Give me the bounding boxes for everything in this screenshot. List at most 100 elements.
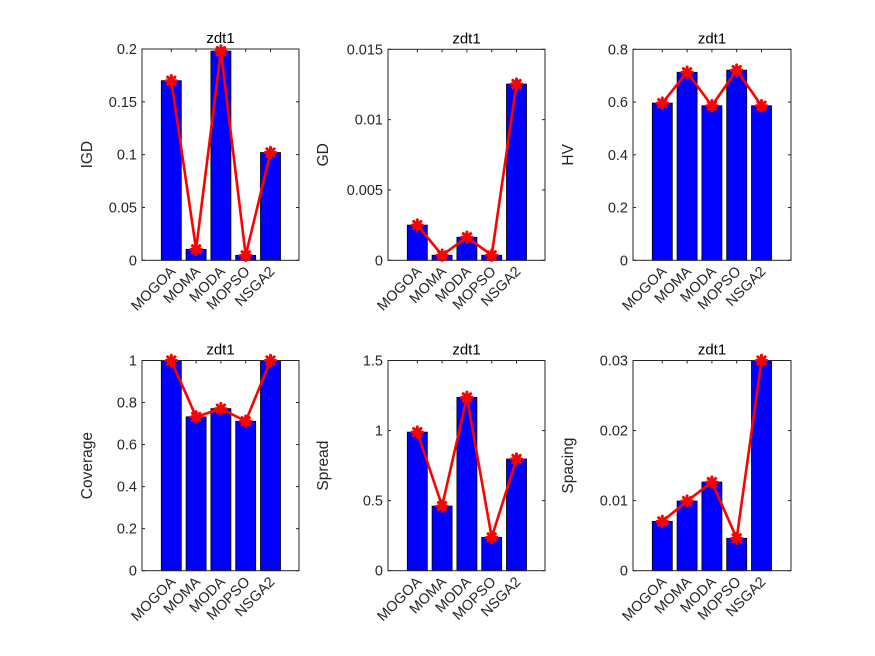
bar [651,102,673,261]
bar [651,520,673,572]
marker-stroke [706,100,718,111]
marker-stroke [657,516,668,527]
data-marker [460,390,474,405]
marker-stroke [265,147,276,158]
marker-stroke [657,97,668,109]
marker-stroke [511,78,522,90]
y-tick-label: 0.6 [117,438,137,454]
data-marker [509,452,524,466]
bar [235,420,257,572]
data-marker [655,96,669,110]
bar [210,408,232,572]
marker-stroke [511,453,522,465]
subplot-title: zdt1 [452,30,480,47]
y-tick-label: 0.2 [117,42,137,58]
y-tick-label: 0.02 [600,424,628,440]
marker-stroke [706,476,718,488]
data-marker [485,530,499,545]
bar [676,71,698,261]
bar [431,505,453,572]
data-marker [263,353,278,368]
marker-stroke [756,355,767,366]
data-marker [435,499,449,513]
data-marker [189,242,203,257]
y-tick-label: 0 [375,253,383,269]
subplot-igd: MOGOAMOMAMODAMOPSONSGA200.050.10.150.2zd… [79,30,300,314]
data-marker [655,514,669,529]
marker-stroke [190,411,202,423]
y-axis-label: Coverage [79,432,96,499]
marker-stroke [215,403,227,414]
data-marker [239,414,253,428]
data-marker [680,65,694,79]
y-axis-label: Spread [315,441,332,491]
data-marker [214,401,228,416]
y-tick-label: 0.8 [117,396,137,412]
marker-stroke [756,100,767,111]
y-axis-label: HV [560,143,577,165]
y-tick-label: 0.2 [608,201,628,217]
y-tick-label: 0.5 [363,494,383,510]
bar [726,69,748,261]
bar [751,360,772,572]
marker-stroke [486,250,497,261]
bar [701,105,723,261]
y-tick-label: 0 [620,253,628,269]
y-tick-label: 0.015 [347,42,383,58]
y-axis-label: Spacing [560,438,577,494]
y-tick-label: 1 [375,424,383,440]
marker-stroke [412,426,423,438]
data-marker [705,475,719,489]
marker-stroke [461,392,473,403]
subplot-title: zdt1 [698,30,726,47]
bar [210,50,232,261]
data-marker [730,63,744,77]
marker-stroke [166,355,177,366]
bar [260,360,281,572]
data-marker [239,248,253,263]
subplot-coverage: MOGOAMOMAMODAMOPSONSGA200.20.40.60.81zdt… [79,342,300,625]
y-tick-label: 0.1 [117,148,137,164]
y-tick-label: 0.8 [608,42,628,58]
bar [160,360,182,572]
data-marker [485,248,499,262]
y-tick-label: 0.005 [347,183,383,199]
marker-stroke [240,416,251,427]
marker-stroke [240,250,251,261]
marker-stroke [486,532,497,543]
marker-stroke [681,495,693,507]
marker-stroke [190,244,202,255]
marker-stroke [215,45,227,57]
bar [751,105,772,261]
y-tick-label: 0 [129,564,137,580]
y-tick-label: 0.01 [355,113,383,129]
y-axis-label: GD [315,143,332,166]
y-tick-label: 0 [129,253,137,269]
y-tick-label: 0.05 [109,200,137,216]
data-marker [263,145,278,160]
data-marker [680,494,694,508]
y-tick-label: 1.5 [363,354,383,370]
bar [260,152,281,261]
data-marker [410,218,424,232]
subplot-title: zdt1 [206,30,234,47]
data-marker [460,230,474,244]
data-marker [410,425,424,439]
subplot-title: zdt1 [698,342,726,359]
bar [506,458,527,572]
marker-stroke [731,64,742,76]
y-tick-label: 0 [620,564,628,580]
marker-stroke [412,219,423,231]
marker-stroke [436,500,448,512]
y-tick-label: 0.01 [600,494,628,510]
data-marker [164,73,178,88]
y-tick-label: 0.2 [117,522,137,538]
marker-stroke [461,232,473,243]
marker-stroke [166,75,177,86]
y-tick-label: 0.6 [608,95,628,111]
y-tick-label: 0.4 [608,148,628,164]
marker-stroke [436,250,448,261]
bar [676,500,698,572]
bar [506,83,527,261]
